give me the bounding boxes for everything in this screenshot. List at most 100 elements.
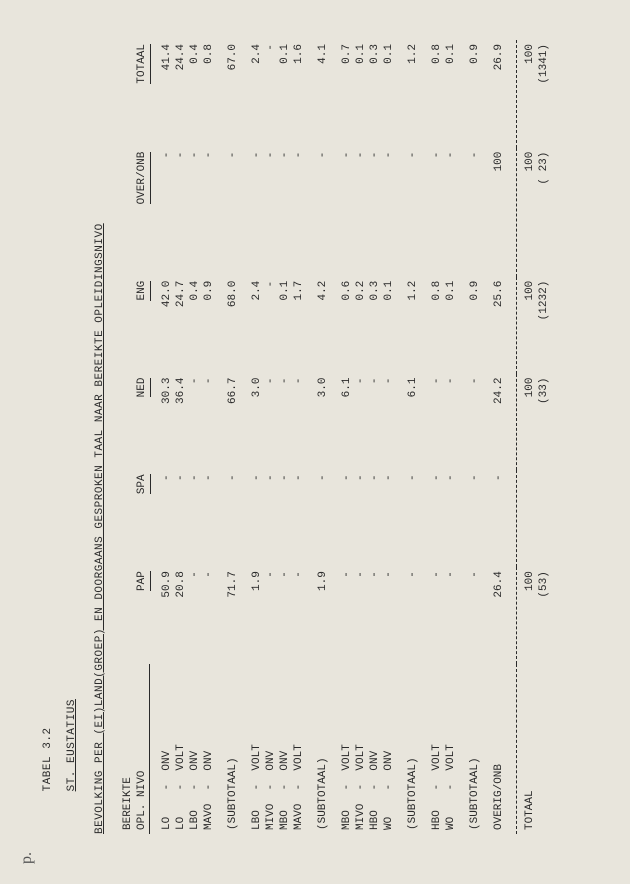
cell: ( 23) — [537, 148, 551, 277]
cell: - — [278, 374, 292, 471]
row-label: LBO - VOLT — [250, 664, 264, 834]
table-row: MIVO - ONV------ — [264, 40, 278, 834]
cell: 0.6 — [340, 277, 354, 374]
cell: - — [444, 148, 458, 277]
cell: 30.3 — [160, 374, 174, 471]
cell: 42.0 — [160, 277, 174, 374]
cell: - — [160, 470, 174, 567]
cell: 0.3 — [368, 40, 382, 148]
cell: - — [368, 148, 382, 277]
row-label: (SUBTOTAAL) — [406, 664, 420, 834]
subtotal-row: (SUBTOTAAL)---0.9-0.9 — [468, 40, 482, 834]
data-table: BEREIKTE OPL. NIVO PAP SPA NED ENG OVER/… — [120, 40, 551, 834]
pencil-annotation: p. — [18, 852, 36, 864]
cell: - — [250, 470, 264, 567]
cell: - — [406, 148, 420, 277]
cell: 1.2 — [406, 277, 420, 374]
col-eng: ENG — [136, 281, 151, 301]
cell: 66.7 — [226, 374, 240, 471]
cell: 0.4 — [188, 277, 202, 374]
table-row: WO - VOLT---0.1-0.1 — [444, 40, 458, 834]
cell: (1232) — [537, 277, 551, 374]
col-label-1: BEREIKTE — [120, 664, 135, 834]
cell: - — [444, 567, 458, 664]
row-label: LO - VOLT — [174, 664, 188, 834]
row-label: MAVO - ONV — [202, 664, 216, 834]
cell: 6.1 — [340, 374, 354, 471]
row-label: WO - VOLT — [444, 664, 458, 834]
header-line: TABEL 3.2 ST. EUSTATIUS — [30, 40, 90, 834]
cell: 0.1 — [382, 40, 396, 148]
cell: - — [430, 148, 444, 277]
table-row: MAVO - ONV---0.9-0.8 — [202, 40, 216, 834]
cell: - — [468, 470, 482, 567]
cell: - — [354, 470, 368, 567]
cell: 3.0 — [316, 374, 330, 471]
cell: 25.6 — [492, 277, 506, 374]
cell: 24.4 — [174, 40, 188, 148]
cell: - — [292, 374, 306, 471]
cell: - — [188, 567, 202, 664]
cell: - — [316, 470, 330, 567]
table-row: LO - ONV50.9-30.342.0-41.4 — [160, 40, 174, 834]
cell: - — [382, 374, 396, 471]
cell: 0.8 — [202, 40, 216, 148]
table-row: WO - ONV---0.1-0.1 — [382, 40, 396, 834]
cell: - — [430, 374, 444, 471]
cell: 0.1 — [354, 40, 368, 148]
cell: - — [202, 567, 216, 664]
cell: 0.9 — [468, 40, 482, 148]
cell: - — [278, 567, 292, 664]
cell: - — [354, 374, 368, 471]
cell: - — [292, 470, 306, 567]
row-label: (SUBTOTAAL) — [226, 664, 240, 834]
cell: 0.3 — [368, 277, 382, 374]
header-row-2: OPL. NIVO PAP SPA NED ENG OVER/ONB TOTAA… — [135, 40, 150, 834]
subtotal-row: (SUBTOTAAL)1.9-3.04.2-4.1 — [316, 40, 330, 834]
cell: 0.2 — [354, 277, 368, 374]
cell: - — [382, 148, 396, 277]
cell: 2.4 — [250, 40, 264, 148]
cell: 100 — [523, 277, 537, 374]
cell: - — [188, 470, 202, 567]
header-row-1: BEREIKTE — [120, 40, 135, 834]
table-row: MBO - ONV---0.1-0.1 — [278, 40, 292, 834]
cell: - — [264, 374, 278, 471]
totaal-row-2: (53) (33) (1232) ( 23) (1341) — [537, 40, 551, 834]
cell: 50.9 — [160, 567, 174, 664]
cell: 0.1 — [382, 277, 396, 374]
cell: - — [354, 567, 368, 664]
cell: - — [264, 567, 278, 664]
cell: 0.1 — [444, 40, 458, 148]
cell: 0.1 — [444, 277, 458, 374]
cell: - — [382, 567, 396, 664]
cell — [523, 470, 537, 567]
cell: 100 — [523, 567, 537, 664]
cell: 24.7 — [174, 277, 188, 374]
cell — [537, 470, 551, 567]
cell: - — [444, 470, 458, 567]
cell: 0.7 — [340, 40, 354, 148]
cell: - — [382, 470, 396, 567]
cell: - — [202, 148, 216, 277]
cell: - — [264, 470, 278, 567]
cell: 1.6 — [292, 40, 306, 148]
cell: 24.2 — [492, 374, 506, 471]
rotated-page: p. TABEL 3.2 ST. EUSTATIUS BEVOLKING PER… — [0, 254, 630, 884]
cell: - — [468, 374, 482, 471]
col-totaal: TOTAAL — [136, 44, 151, 84]
cell: - — [340, 148, 354, 277]
cell: 4.1 — [316, 40, 330, 148]
cell: 1.7 — [292, 277, 306, 374]
cell: - — [226, 470, 240, 567]
cell: 1.2 — [406, 40, 420, 148]
cell: - — [444, 374, 458, 471]
row-label: WO - ONV — [382, 664, 396, 834]
cell: - — [340, 470, 354, 567]
cell: 2.4 — [250, 277, 264, 374]
cell: - — [226, 148, 240, 277]
cell: 67.0 — [226, 40, 240, 148]
col-spa: SPA — [136, 474, 151, 494]
cell: (1341) — [537, 40, 551, 148]
row-label: LBO - ONV — [188, 664, 202, 834]
